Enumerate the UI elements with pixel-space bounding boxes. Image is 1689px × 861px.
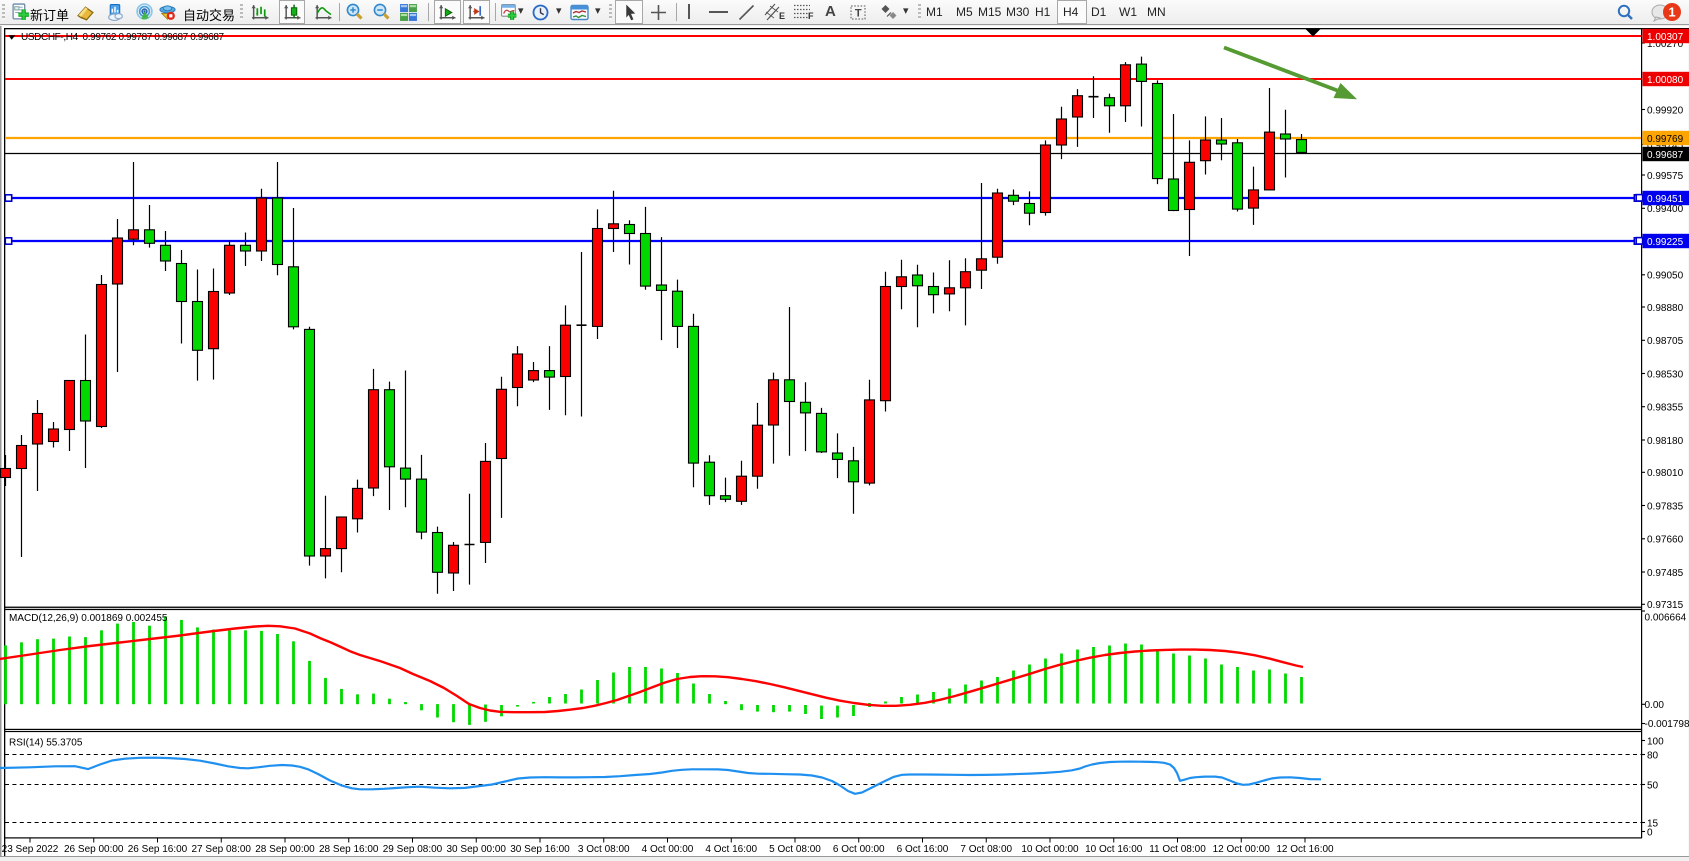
svg-text:T: T — [855, 8, 862, 20]
svg-text:0.99050: 0.99050 — [1647, 271, 1684, 282]
svg-text:29 Sep 08:00: 29 Sep 08:00 — [383, 844, 443, 855]
svg-text:0.97315: 0.97315 — [1647, 600, 1684, 611]
svg-text:RSI(14) 55.3705: RSI(14) 55.3705 — [9, 738, 83, 749]
svg-text:0.99687: 0.99687 — [1647, 150, 1684, 161]
svg-text:0.99225: 0.99225 — [1647, 237, 1684, 248]
svg-text:26 Sep 00:00: 26 Sep 00:00 — [64, 844, 124, 855]
svg-text:3 Oct 08:00: 3 Oct 08:00 — [578, 844, 630, 855]
svg-text:30 Sep 00:00: 30 Sep 00:00 — [447, 844, 507, 855]
svg-text:28 Sep 16:00: 28 Sep 16:00 — [319, 844, 379, 855]
svg-text:10 Oct 00:00: 10 Oct 00:00 — [1021, 844, 1079, 855]
svg-text:30 Sep 16:00: 30 Sep 16:00 — [510, 844, 570, 855]
svg-text:-0.001798: -0.001798 — [1645, 719, 1689, 730]
svg-text:0.99920: 0.99920 — [1647, 105, 1684, 116]
svg-text:4 Oct 00:00: 4 Oct 00:00 — [642, 844, 694, 855]
svg-text:0.97660: 0.97660 — [1647, 535, 1684, 546]
svg-text:23 Sep 2022: 23 Sep 2022 — [2, 844, 59, 855]
svg-text:0.98180: 0.98180 — [1647, 436, 1684, 447]
svg-text:0.98705: 0.98705 — [1647, 336, 1684, 347]
svg-text:10 Oct 16:00: 10 Oct 16:00 — [1085, 844, 1143, 855]
svg-text:0: 0 — [1647, 827, 1653, 838]
svg-text:USDCHF-,H4 0.99762 0.99787 0.: USDCHF-,H4 0.99762 0.99787 0.99687 0.996… — [21, 32, 225, 43]
svg-text:5 Oct 08:00: 5 Oct 08:00 — [769, 844, 821, 855]
svg-text:50: 50 — [1647, 780, 1659, 791]
svg-text:7 Oct 08:00: 7 Oct 08:00 — [960, 844, 1012, 855]
svg-text:0.99769: 0.99769 — [1647, 134, 1684, 145]
svg-text:0.97835: 0.97835 — [1647, 501, 1684, 512]
svg-text:26 Sep 16:00: 26 Sep 16:00 — [128, 844, 188, 855]
svg-text:0.99575: 0.99575 — [1647, 171, 1684, 182]
svg-text:1: 1 — [1668, 5, 1675, 20]
svg-text:15: 15 — [1647, 818, 1659, 829]
svg-text:0.97485: 0.97485 — [1647, 568, 1684, 579]
svg-text:0.98880: 0.98880 — [1647, 303, 1684, 314]
svg-text:1.00307: 1.00307 — [1647, 32, 1684, 43]
svg-text:80: 80 — [1647, 750, 1659, 761]
svg-text:27 Sep 08:00: 27 Sep 08:00 — [192, 844, 252, 855]
svg-text:11 Oct 08:00: 11 Oct 08:00 — [1149, 844, 1206, 855]
svg-text:0.99400: 0.99400 — [1647, 204, 1684, 215]
svg-text:0.99451: 0.99451 — [1647, 194, 1684, 205]
svg-text:0.99745: 0.99745 — [1647, 140, 1684, 151]
svg-text:12 Oct 00:00: 12 Oct 00:00 — [1213, 844, 1271, 855]
svg-text:0.98530: 0.98530 — [1647, 369, 1684, 380]
svg-text:1.00270: 1.00270 — [1647, 39, 1684, 50]
svg-text:0.98355: 0.98355 — [1647, 403, 1684, 414]
svg-text:100: 100 — [1647, 736, 1664, 747]
svg-text:MACD(12,26,9) 0.001869 0.00245: MACD(12,26,9) 0.001869 0.002455 — [9, 613, 168, 624]
svg-text:0.006664: 0.006664 — [1645, 612, 1687, 623]
svg-text:1.00080: 1.00080 — [1647, 75, 1684, 86]
svg-text:0.00: 0.00 — [1645, 700, 1665, 711]
svg-text:6 Oct 00:00: 6 Oct 00:00 — [833, 844, 885, 855]
svg-text:4 Oct 16:00: 4 Oct 16:00 — [705, 844, 757, 855]
svg-text:12 Oct 16:00: 12 Oct 16:00 — [1276, 844, 1334, 855]
svg-text:28 Sep 00:00: 28 Sep 00:00 — [255, 844, 315, 855]
svg-text:6 Oct 16:00: 6 Oct 16:00 — [897, 844, 949, 855]
svg-text:0.98010: 0.98010 — [1647, 468, 1684, 479]
